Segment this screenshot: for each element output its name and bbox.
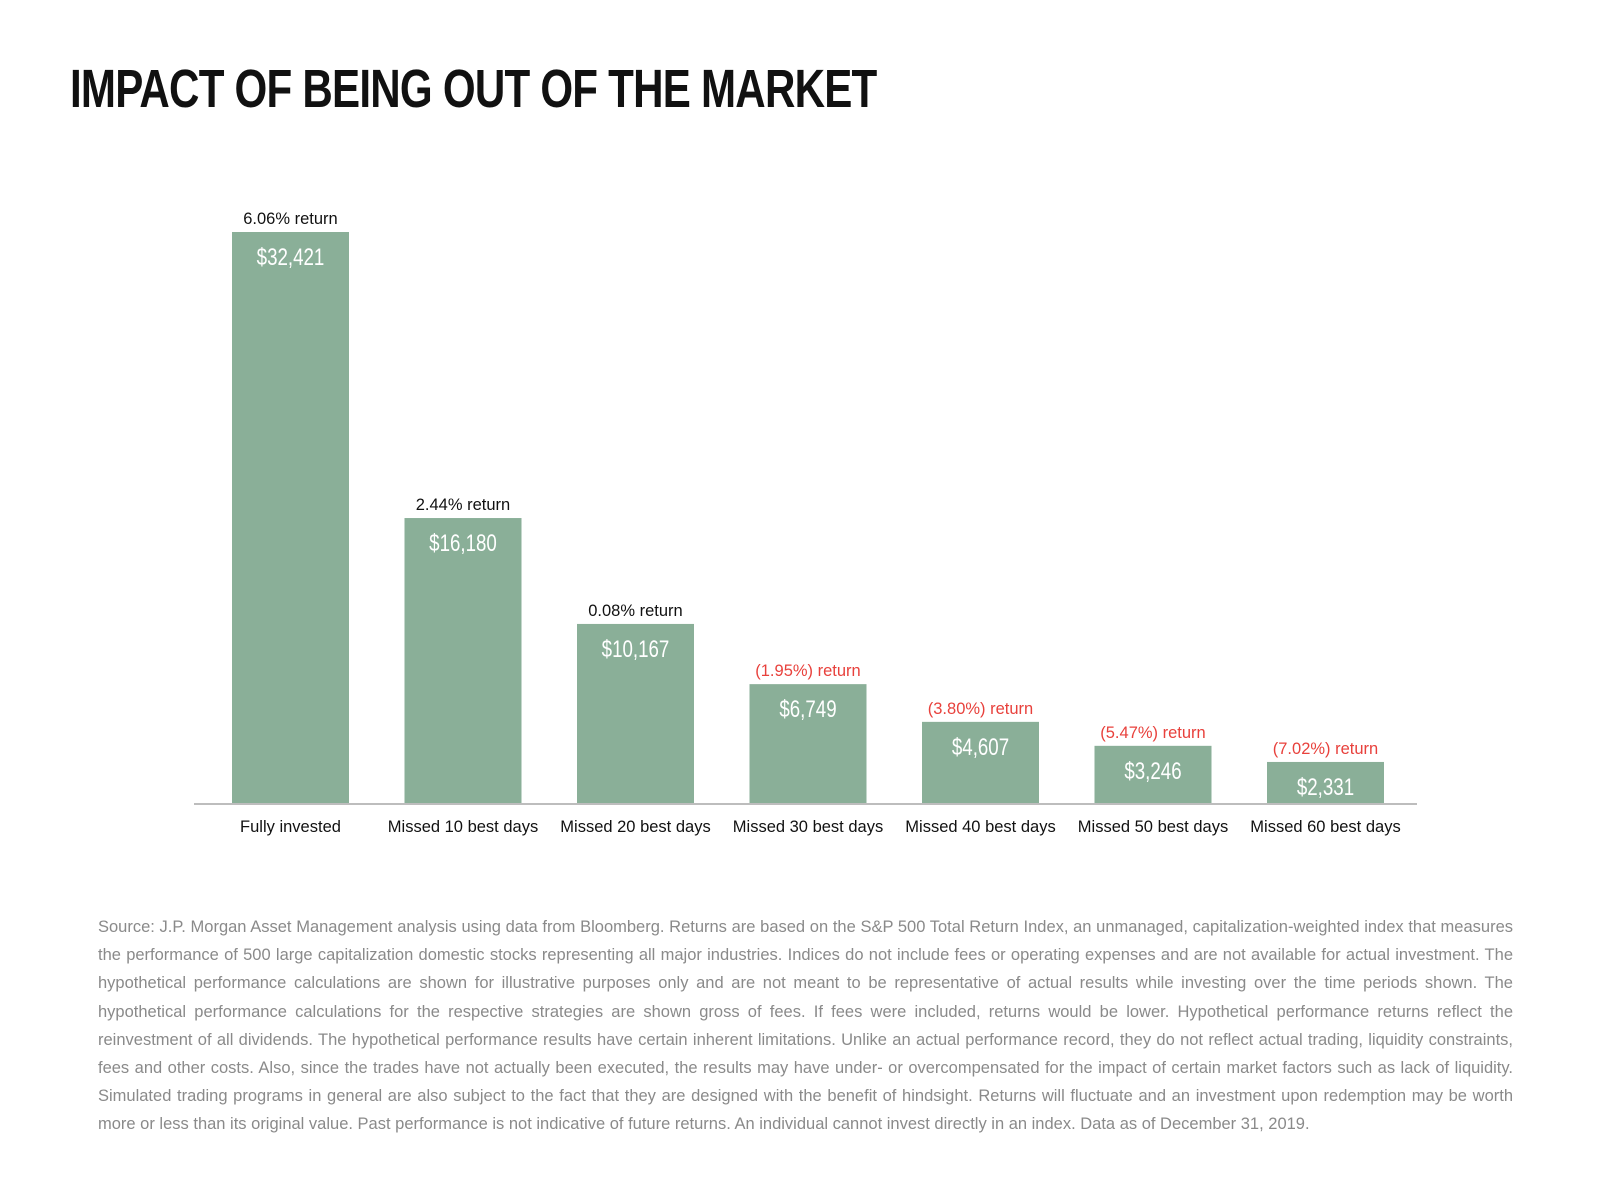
category-label: Missed 10 best days	[388, 818, 538, 836]
return-label: 6.06% return	[243, 210, 337, 228]
bar-value-label: $4,607	[952, 734, 1009, 761]
return-label: 0.08% return	[588, 602, 682, 620]
return-label: 2.44% return	[416, 496, 510, 514]
bar	[1267, 761, 1384, 803]
category-label: Missed 30 best days	[733, 818, 883, 836]
return-label: (5.47%) return	[1100, 724, 1205, 742]
bar	[922, 721, 1039, 803]
bar	[749, 684, 867, 803]
bar	[404, 518, 522, 803]
bar-value-label: $32,421	[257, 244, 325, 271]
bar-chart: $32,421 6.06% return Fully invested $16,180…	[194, 210, 1417, 836]
category-label: Missed 20 best days	[560, 818, 710, 836]
bar-value-label: $2,331	[1297, 774, 1354, 801]
bar-value-label: $6,749	[779, 696, 836, 723]
bars-layer: $32,421 6.06% return Fully invested $16,180…	[232, 210, 1401, 836]
bar	[577, 623, 694, 803]
page-title: IMPACT OF BEING OUT OF THE MARKET	[70, 59, 877, 119]
return-label: (3.80%) return	[928, 700, 1033, 718]
bar-value-label: $10,167	[602, 636, 670, 663]
bar	[1094, 745, 1212, 803]
category-label: Missed 50 best days	[1078, 818, 1228, 836]
return-label: (1.95%) return	[755, 662, 860, 680]
bar-value-label: $16,180	[429, 530, 497, 557]
source-footnote: Source: J.P. Morgan Asset Management ana…	[98, 918, 1513, 1134]
bar-value-label: $3,246	[1124, 758, 1181, 785]
category-label: Missed 40 best days	[905, 818, 1055, 836]
category-label: Fully invested	[240, 818, 341, 836]
category-label: Missed 60 best days	[1250, 818, 1400, 836]
return-label: (7.02%) return	[1273, 740, 1378, 758]
bar	[232, 232, 349, 803]
